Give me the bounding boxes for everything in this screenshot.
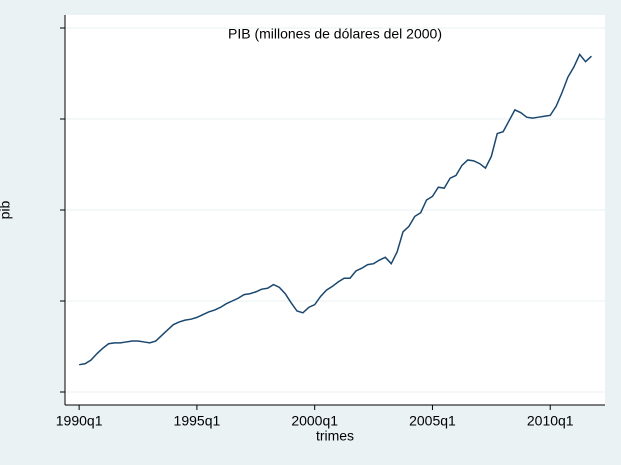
- x-tick-label: 2010q1: [527, 413, 574, 429]
- data-line: [79, 52, 592, 366]
- x-tick-label: 2000q1: [291, 413, 338, 429]
- x-axis-title: trimes: [316, 428, 354, 444]
- x-tick-label: 1990q1: [56, 413, 103, 429]
- x-tick-label: 2005q1: [409, 413, 456, 429]
- chart-title: PIB (millones de dólares del 2000): [228, 26, 442, 42]
- y-axis-title: pib: [0, 200, 13, 219]
- x-tick-label: 1995q1: [174, 413, 221, 429]
